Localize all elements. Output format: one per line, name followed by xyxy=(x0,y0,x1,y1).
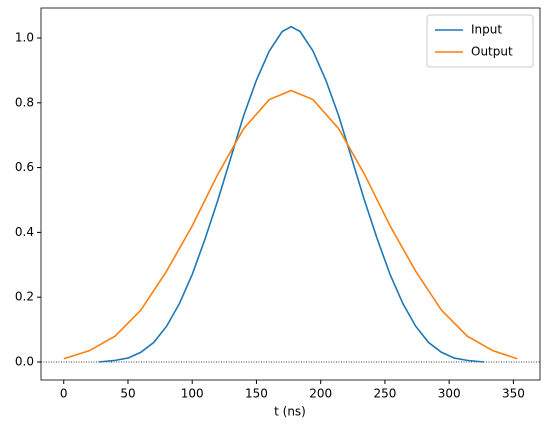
y-tick-label: 1.0 xyxy=(15,31,34,45)
y-tick-label: 0.2 xyxy=(15,290,34,304)
legend-box xyxy=(426,14,534,68)
legend-label: Input xyxy=(471,23,502,37)
x-tick-label: 150 xyxy=(245,387,268,401)
x-tick-label: 300 xyxy=(438,387,461,401)
y-tick-label: 0.0 xyxy=(15,354,34,368)
x-tick-label: 250 xyxy=(373,387,396,401)
line-series xyxy=(63,89,518,360)
x-tick-label: 350 xyxy=(502,387,525,401)
y-tick-label: 0.4 xyxy=(15,225,34,239)
y-tick-label: 0.8 xyxy=(15,95,34,109)
x-axis-label: t (ns) xyxy=(274,405,306,419)
x-tick-label: 100 xyxy=(181,387,204,401)
legend-label: Output xyxy=(471,45,513,59)
y-tick-label: 0.6 xyxy=(15,160,34,174)
x-tick-label: 200 xyxy=(309,387,332,401)
x-tick-label: 50 xyxy=(120,387,135,401)
x-tick-label: 0 xyxy=(60,387,68,401)
plot-frame xyxy=(40,7,541,381)
line-series xyxy=(98,25,484,363)
